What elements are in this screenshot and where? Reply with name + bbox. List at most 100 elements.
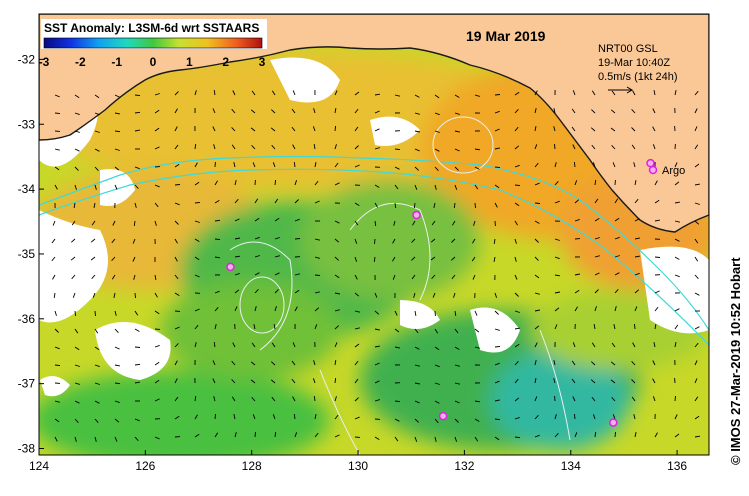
current-vector xyxy=(634,289,640,294)
current-vector xyxy=(652,378,656,384)
current-vector xyxy=(652,360,656,366)
current-vector xyxy=(312,126,316,132)
current-vector xyxy=(251,144,256,150)
current-vector xyxy=(274,431,277,438)
current-vector xyxy=(374,345,380,348)
current-vector xyxy=(634,306,638,312)
current-vector xyxy=(133,220,136,226)
current-vector xyxy=(114,328,119,334)
current-vector xyxy=(334,256,340,261)
current-vector xyxy=(694,292,700,296)
current-vector xyxy=(294,306,298,312)
current-vector xyxy=(132,238,136,244)
current-vector xyxy=(174,396,179,402)
current-vector xyxy=(494,202,498,208)
current-vector xyxy=(214,219,221,222)
current-vector xyxy=(94,94,100,99)
current-vector xyxy=(314,291,320,294)
current-vector xyxy=(454,94,460,98)
current-vector xyxy=(632,90,636,96)
current-vector xyxy=(534,238,539,243)
argo-float-marker xyxy=(609,418,618,427)
current-vector xyxy=(274,198,279,204)
current-vector xyxy=(574,199,579,204)
current-vector xyxy=(194,308,200,312)
current-vector xyxy=(271,342,276,348)
current-vector xyxy=(694,144,699,150)
current-vector xyxy=(394,202,397,208)
current-vector xyxy=(94,148,100,152)
current-vector xyxy=(394,94,401,97)
current-vector xyxy=(694,90,699,96)
current-vector xyxy=(94,418,99,423)
current-vector xyxy=(414,112,420,115)
current-vector xyxy=(214,432,219,438)
current-vector xyxy=(111,274,116,280)
current-vector xyxy=(494,362,500,366)
current-vector xyxy=(614,289,619,294)
current-vector xyxy=(434,328,439,334)
current-vector xyxy=(514,184,521,187)
current-vector xyxy=(553,108,556,114)
argo-float-marker xyxy=(412,210,421,220)
current-vector xyxy=(514,108,519,114)
current-vector xyxy=(574,306,578,312)
current-vector xyxy=(174,184,181,186)
current-vector xyxy=(334,182,340,186)
current-vector xyxy=(231,127,236,132)
current-vector xyxy=(231,360,236,366)
current-vector xyxy=(291,108,296,114)
current-vector xyxy=(474,418,480,422)
current-vector xyxy=(631,360,636,366)
current-vector xyxy=(334,108,337,114)
current-vector xyxy=(234,198,239,204)
current-vector xyxy=(194,181,200,186)
current-vector xyxy=(454,400,460,404)
current-vector xyxy=(454,130,460,133)
current-vector xyxy=(594,218,600,222)
current-vector xyxy=(174,163,180,168)
current-vector xyxy=(274,179,277,186)
current-vector xyxy=(594,432,597,438)
current-vector xyxy=(594,272,600,276)
current-vector xyxy=(554,432,559,438)
current-vector xyxy=(534,126,537,132)
current-vector xyxy=(514,91,520,96)
current-vector xyxy=(114,400,120,404)
current-vector xyxy=(334,125,337,132)
current-vector xyxy=(494,147,500,150)
current-vector xyxy=(114,166,120,171)
current-vector xyxy=(334,309,340,312)
current-time-label: 19-Mar 10:40Z xyxy=(598,57,670,69)
current-vector xyxy=(134,111,141,114)
current-vector xyxy=(114,94,120,98)
current-vector xyxy=(74,94,80,99)
current-vector xyxy=(214,290,220,294)
lat-tick-label: -34 xyxy=(18,182,36,196)
current-vector xyxy=(354,256,358,262)
current-vector xyxy=(471,256,476,262)
ssh-contours xyxy=(229,116,571,455)
current-vector xyxy=(694,415,700,420)
current-vector xyxy=(71,238,76,243)
current-vector xyxy=(251,90,256,96)
current-vector xyxy=(554,307,560,312)
current-vector xyxy=(474,166,480,170)
current-vector xyxy=(214,180,218,186)
current-vector xyxy=(454,328,459,334)
current-vector xyxy=(271,396,276,402)
current-vector xyxy=(414,94,420,98)
current-vector xyxy=(231,144,236,150)
current-vector xyxy=(694,163,700,168)
current-vector xyxy=(574,432,578,438)
current-vector xyxy=(414,382,420,385)
current-vector xyxy=(574,273,580,276)
current-vector xyxy=(70,256,76,261)
current-vector xyxy=(434,166,439,172)
current-vector xyxy=(194,144,197,150)
current-vector xyxy=(534,434,540,438)
current-vector xyxy=(474,184,479,190)
current-vector xyxy=(94,400,100,404)
current-vector xyxy=(174,343,179,348)
current-vector xyxy=(94,112,100,116)
